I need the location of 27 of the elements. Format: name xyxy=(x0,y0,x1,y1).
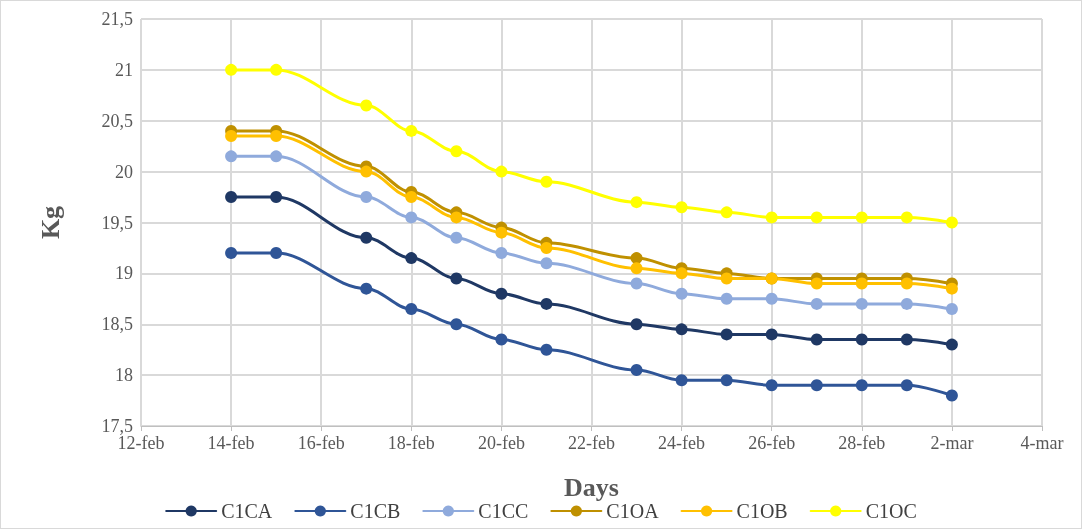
legend-label: C1CB xyxy=(350,500,401,522)
legend-label: C1CA xyxy=(221,500,273,522)
legend-label: C1OC xyxy=(865,500,917,522)
x-tick-label: 22-feb xyxy=(568,433,615,453)
x-tick-label: 4-mar xyxy=(1020,433,1064,453)
x-tick-label: 28-feb xyxy=(838,433,886,453)
legend-label: C1CC xyxy=(478,500,529,522)
y-tick-label: 20,5 xyxy=(101,110,133,131)
x-tick-label: 26-feb xyxy=(748,433,796,453)
y-tick-label: 18,5 xyxy=(101,314,133,335)
y-tick-label: 21,5 xyxy=(101,9,133,29)
y-tick-label: 17,5 xyxy=(101,416,133,436)
legend-label: C1OA xyxy=(606,500,660,522)
y-tick-label: 19 xyxy=(115,263,133,284)
x-tick-label: 14-feb xyxy=(207,433,255,453)
y-tick-label: 20 xyxy=(115,161,133,182)
x-axis-title: Days xyxy=(564,472,619,502)
y-tick-label: 18 xyxy=(115,365,133,386)
y-axis-title: Kg xyxy=(35,205,65,240)
x-tick-label: 24-feb xyxy=(658,433,706,453)
x-tick-label: 20-feb xyxy=(477,433,525,453)
x-tick-label: 18-feb xyxy=(387,433,435,453)
x-tick-label: 2-mar xyxy=(930,433,974,453)
legend-label: C1OB xyxy=(736,500,788,522)
x-tick-label: 16-feb xyxy=(297,433,345,453)
y-tick-label: 19,5 xyxy=(101,212,133,233)
y-tick-label: 21 xyxy=(115,59,133,80)
